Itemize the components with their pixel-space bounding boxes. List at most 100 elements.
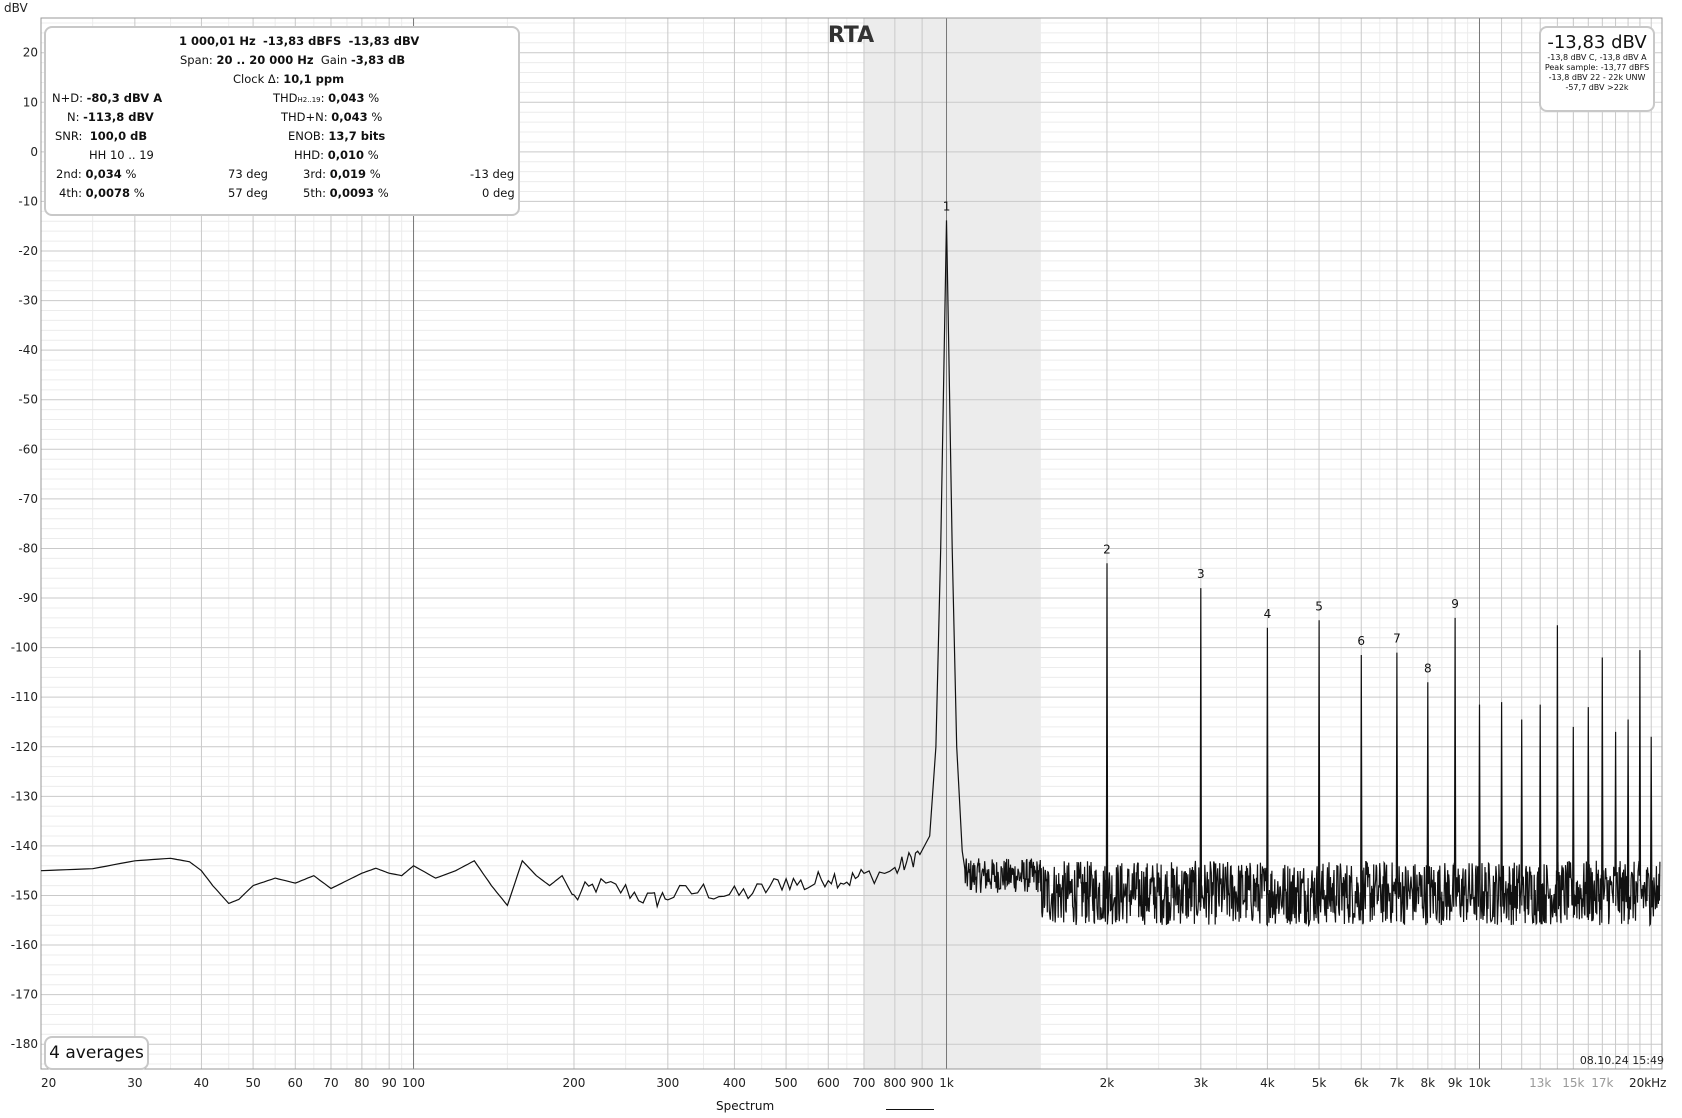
y-axis-ticks: 20 10 0 -10 -20 -30 -40 -50 -60 -70 -80 -90 -100 -110… (11, 46, 38, 1052)
h3-value: 0,019 (329, 167, 367, 181)
harmonic-label: 9 (1451, 597, 1459, 611)
hhd-unit: % (367, 148, 379, 162)
nd-value: -80,3 dBV A (86, 91, 163, 105)
h5-phase: 0 deg (482, 186, 515, 200)
thdn-label: THD+N: (281, 110, 328, 124)
clock-value: 10,1 ppm (283, 72, 345, 86)
h4-phase: 57 deg (228, 186, 268, 200)
x-tick-label: 17k (1591, 1076, 1613, 1090)
h3-phase: -13 deg (470, 167, 515, 181)
x-axis-ticks: 20 30 40 50 60 70 80 90 100 200 300 400 500 600 700 800… (41, 1076, 1666, 1090)
h3-unit: % (369, 167, 381, 181)
thd-subscript: H2..19 (297, 96, 321, 104)
thdn-unit: % (371, 110, 383, 124)
y-tick-label: -50 (18, 393, 38, 407)
y-tick-label: -110 (11, 690, 38, 704)
gain-value: -3,83 dB (350, 53, 406, 67)
x-tick-label: 13k (1529, 1076, 1551, 1090)
x-tick-label: 50 (245, 1076, 260, 1090)
enob-row: ENOB: 13,7 bits (288, 129, 385, 143)
harmonic-label: 1 (943, 199, 951, 213)
span-value: 20 .. 20 000 Hz (216, 53, 314, 67)
thdn-value: 0,043 (331, 110, 368, 124)
h2-unit: % (125, 167, 137, 181)
h5-label: 5th: (303, 186, 326, 200)
harmonic-label: 3 (1197, 567, 1205, 581)
level-peak-sample: Peak sample: -13,77 dBFS (1544, 63, 1650, 72)
x-tick-label: 10k (1468, 1076, 1490, 1090)
y-tick-label: 10 (23, 95, 38, 109)
y-tick-label: 0 (30, 145, 38, 159)
y-tick-label: -150 (11, 888, 38, 902)
h5-value: 0,0093 (329, 186, 375, 200)
x-tick-label: 5k (1312, 1076, 1327, 1090)
h4-value: 0,0078 (85, 186, 131, 200)
averages-badge: 4 averages (44, 1036, 149, 1070)
h3-label: 3rd: (303, 167, 327, 181)
x-tick-label: 80 (354, 1076, 369, 1090)
fundamental-dbfs: -13,83 dBFS (263, 34, 342, 48)
gain-label: Gain (320, 53, 348, 67)
x-tick-label: 15k (1562, 1076, 1584, 1090)
measurement-info-panel: 1 000,01 Hz -13,83 dBFS -13,83 dBV Span:… (44, 26, 520, 216)
x-tick-label: 7k (1390, 1076, 1405, 1090)
x-tick-label: 400 (723, 1076, 746, 1090)
h4-unit: % (133, 186, 145, 200)
snr-value: 100,0 dB (89, 129, 148, 143)
y-tick-label: -60 (18, 442, 38, 456)
legend-line-swatch (886, 1109, 934, 1110)
y-tick-label: -90 (18, 591, 38, 605)
harmonic-label: 8 (1424, 661, 1432, 675)
h4-label: 4th: (59, 186, 82, 200)
n-row: N: -113,8 dBV (67, 110, 154, 124)
y-tick-label: -170 (11, 988, 38, 1002)
thdn-row: THD+N: 0,043 % (281, 110, 382, 124)
h5-unit: % (377, 186, 389, 200)
hh-range-label: HH 10 .. 19 (89, 148, 154, 162)
x-tick-label: 9k (1448, 1076, 1463, 1090)
x-tick-label: 1k (939, 1076, 954, 1090)
y-tick-label: -140 (11, 839, 38, 853)
level-weighted: -13,8 dBV C, -13,8 dBV A (1547, 53, 1647, 62)
hhd-label: HHD: (294, 148, 325, 162)
thd-label: THD (273, 91, 298, 105)
n-value: -113,8 dBV (83, 110, 154, 124)
thd-row: THDH2..19: 0,043 % (273, 91, 380, 105)
enob-label: ENOB: (288, 129, 325, 143)
h2-label: 2nd: (56, 167, 82, 181)
h5-row: 5th: 0,0093 % (303, 186, 389, 200)
h3-row: 3rd: 0,019 % (303, 167, 381, 181)
y-tick-label: -160 (11, 938, 38, 952)
level-above-22k: -57,7 dBV >22k (1565, 83, 1629, 92)
x-tick-label: 800 (883, 1076, 906, 1090)
thd-unit: % (368, 91, 380, 105)
legend-label: Spectrum (716, 1099, 775, 1113)
x-tick-label: 90 (382, 1076, 397, 1090)
y-tick-label: -120 (11, 740, 38, 754)
level-unweighted: -13,8 dBV 22 - 22k UNW (1548, 73, 1646, 82)
nd-row: N+D: -80,3 dBV A (52, 91, 162, 105)
x-tick-label: 200 (563, 1076, 586, 1090)
y-tick-label: -100 (11, 641, 38, 655)
h2-phase: 73 deg (228, 167, 268, 181)
harmonic-label: 6 (1357, 634, 1365, 648)
y-tick-label: -180 (11, 1037, 38, 1051)
harmonic-labels: 1 2 3 4 5 6 7 8 9 (943, 199, 1459, 675)
snr-label: SNR: (55, 129, 83, 143)
fundamental-summary: 1 000,01 Hz -13,83 dBFS -13,83 dBV (179, 34, 419, 48)
snr-row: SNR: 100,0 dB (55, 129, 147, 143)
hhd-row: HHD: 0,010 % (294, 148, 379, 162)
h4-row: 4th: 0,0078 % (59, 186, 145, 200)
harmonic-label: 5 (1315, 599, 1323, 613)
x-tick-label: 20kHz (1629, 1076, 1667, 1090)
y-tick-label: -40 (18, 343, 38, 357)
h2-row: 2nd: 0,034 % (56, 167, 136, 181)
plot-frame (40, 17, 1663, 1070)
clock-row: Clock Δ: 10,1 ppm (233, 72, 344, 86)
x-tick-label: 20 (41, 1076, 56, 1090)
n-label: N: (67, 110, 80, 124)
harmonic-label: 7 (1393, 632, 1401, 646)
fundamental-dbv: -13,83 dBV (348, 34, 420, 48)
timestamp: 08.10.24 15:49 (1579, 1054, 1664, 1067)
